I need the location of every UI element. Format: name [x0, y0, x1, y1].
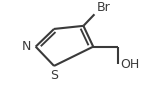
Text: OH: OH — [120, 58, 139, 71]
Text: N: N — [22, 40, 31, 53]
Text: S: S — [50, 69, 58, 82]
Text: Br: Br — [96, 0, 110, 14]
